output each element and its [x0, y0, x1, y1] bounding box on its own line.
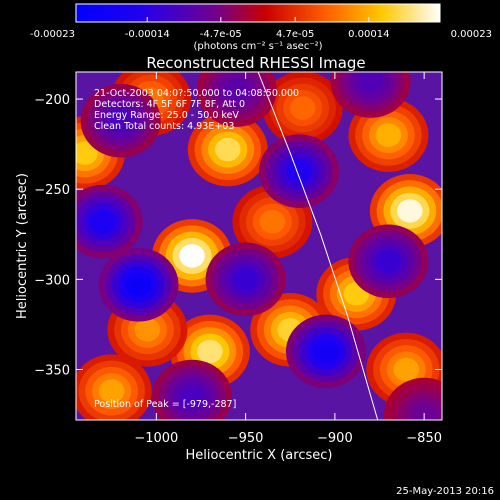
- y-axis-ticks: [76, 98, 442, 371]
- blob-ring: [76, 141, 98, 165]
- blob-ring: [179, 244, 205, 268]
- negative-blob: [98, 247, 179, 322]
- info-counts: Clean Total counts: 4.93E+03: [94, 121, 234, 132]
- blob-ring: [286, 159, 312, 183]
- peak-position-label: Position of Peak = [-979,-287]: [94, 399, 236, 410]
- y-tick-label: −200: [34, 93, 70, 108]
- colorbar-tick-label: -4.7e-05: [200, 29, 242, 40]
- negative-blob: [384, 377, 442, 420]
- negative-blob: [330, 72, 411, 118]
- negative-blob: [348, 224, 429, 299]
- plot-frame: [75, 71, 443, 421]
- emission-blob: [262, 72, 343, 145]
- emission-blob: [187, 112, 268, 187]
- blob-ring: [259, 209, 286, 234]
- colorbar-units: (photons cm⁻² s⁻¹ asec⁻²): [193, 41, 322, 52]
- blob-ring: [214, 137, 241, 162]
- colorbar-tick-label: 0.00014: [348, 29, 389, 40]
- x-tick-label: −900: [317, 431, 353, 446]
- colorbar-ticks: [75, 17, 441, 22]
- negative-blob: [259, 134, 340, 208]
- info-time-range: 21-Oct-2003 04:0?:50.000 to 04:08:50.000: [94, 88, 299, 99]
- negative-blob: [76, 184, 143, 259]
- colorbar-gradient: [75, 3, 441, 23]
- info-annotation: 21-Oct-2003 04:0?:50.000 to 04:08:50.000…: [94, 88, 299, 132]
- negative-blob: [196, 72, 277, 127]
- blob-ring: [375, 249, 402, 274]
- negative-blob: [205, 242, 286, 317]
- blob-ring: [125, 272, 152, 297]
- solar-limb-curve: [257, 72, 379, 420]
- y-axis-label: Heliocentric Y (arcsec): [15, 173, 30, 319]
- colorbar: -0.00023 -0.00014 -4.7e-05 4.7e-05 0.00014 0.…: [30, 3, 492, 52]
- chart-title: Reconstructed RHESSI Image: [146, 54, 365, 72]
- blob-ring: [397, 199, 423, 223]
- x-tick-label: −950: [228, 431, 264, 446]
- blob-ring: [89, 209, 116, 234]
- info-detectors: Detectors: 4F 5F 6F 7F 8F, Att 0: [94, 99, 245, 110]
- blob-ring: [411, 402, 437, 420]
- blob-ring: [98, 379, 125, 403]
- blob-ring: [197, 339, 223, 364]
- y-tick-label: −350: [34, 364, 70, 379]
- heatmap-blobs: [76, 72, 442, 420]
- x-tick-label: −850: [406, 431, 442, 446]
- blob-ring: [313, 339, 339, 364]
- negative-blob: [152, 359, 233, 420]
- colorbar-tick-label: -0.00023: [30, 29, 75, 40]
- plot-area: [75, 71, 443, 421]
- y-tick-label: −300: [34, 273, 70, 288]
- blob-ring: [107, 108, 134, 133]
- x-tick-label: −1000: [134, 431, 178, 446]
- colorbar-tick-label: 0.00023: [451, 29, 492, 40]
- blob-ring: [134, 318, 161, 342]
- x-axis-ticks: [155, 72, 425, 420]
- blob-ring: [375, 123, 402, 147]
- blob-ring: [223, 78, 250, 102]
- negative-blob: [80, 83, 161, 158]
- blob-ring: [357, 72, 384, 93]
- blob-ring: [179, 384, 205, 409]
- colorbar-tick-label: 4.7e-05: [276, 29, 314, 40]
- emission-blob: [76, 354, 152, 420]
- info-energy-range: Energy Range: 25.0 - 50.0 keV: [94, 110, 239, 121]
- footer-date: 25-May-2013 20:16: [396, 486, 494, 497]
- blob-ring: [232, 267, 259, 292]
- x-axis-tick-labels: −1000 −950 −900 −850: [134, 431, 442, 446]
- negative-blob: [285, 314, 366, 389]
- y-tick-label: −250: [34, 183, 70, 198]
- colorbar-tick-label: -0.00014: [125, 29, 170, 40]
- blob-ring: [393, 357, 420, 382]
- y-axis-tick-labels: −200 −250 −300 −350: [34, 93, 70, 378]
- x-axis-label: Heliocentric X (arcsec): [186, 448, 333, 463]
- blob-ring: [289, 96, 316, 120]
- colorbar-tick-labels: -0.00023 -0.00014 -4.7e-05 4.7e-05 0.00014 0.…: [30, 29, 492, 40]
